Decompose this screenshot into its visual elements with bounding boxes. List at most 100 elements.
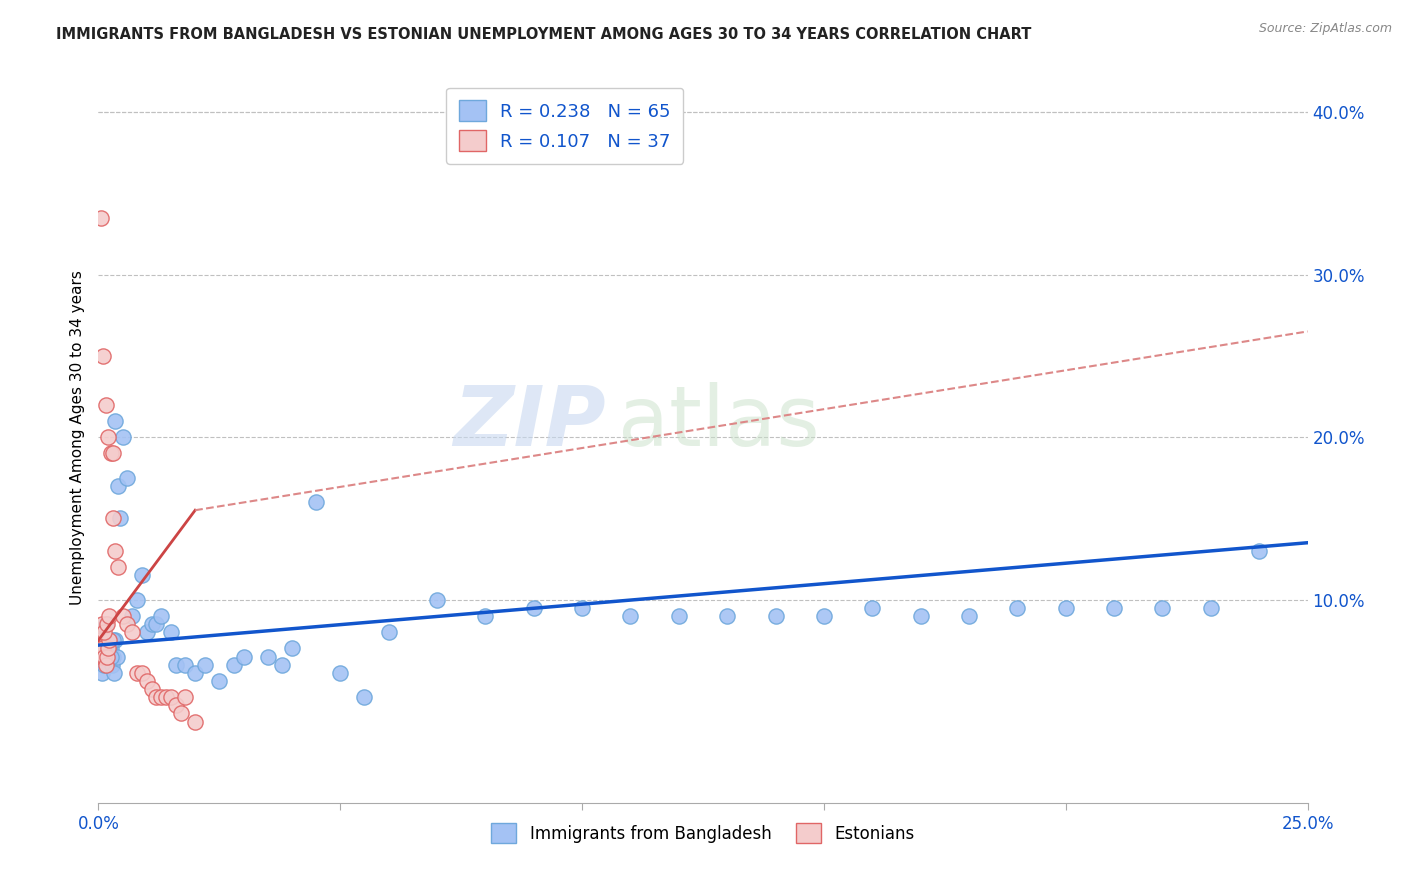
Point bbox=[619, 608, 641, 623]
Point bbox=[90, 641, 112, 656]
Point bbox=[97, 657, 120, 672]
Point bbox=[222, 657, 245, 672]
Point bbox=[100, 641, 122, 656]
Point bbox=[127, 665, 149, 680]
Point bbox=[523, 600, 546, 615]
Point bbox=[910, 608, 932, 623]
Point bbox=[377, 625, 399, 640]
Point bbox=[1054, 600, 1077, 615]
Point bbox=[174, 657, 197, 672]
Point bbox=[97, 430, 120, 444]
Point bbox=[96, 649, 118, 664]
Point bbox=[91, 633, 114, 648]
Point bbox=[271, 657, 294, 672]
Point bbox=[160, 625, 183, 640]
Point bbox=[141, 617, 163, 632]
Point bbox=[1199, 600, 1222, 615]
Point bbox=[90, 625, 112, 640]
Point bbox=[97, 641, 120, 656]
Point bbox=[232, 649, 254, 664]
Point bbox=[97, 641, 120, 656]
Text: atlas: atlas bbox=[619, 382, 820, 463]
Point bbox=[145, 690, 167, 705]
Point bbox=[98, 633, 121, 648]
Point bbox=[107, 479, 129, 493]
Point bbox=[91, 617, 114, 632]
Point bbox=[104, 633, 127, 648]
Text: ZIP: ZIP bbox=[454, 382, 606, 463]
Point bbox=[111, 430, 134, 444]
Point bbox=[184, 714, 207, 729]
Point bbox=[1102, 600, 1125, 615]
Point bbox=[94, 617, 117, 632]
Point bbox=[103, 665, 125, 680]
Legend: Immigrants from Bangladesh, Estonians: Immigrants from Bangladesh, Estonians bbox=[485, 817, 921, 849]
Point bbox=[90, 641, 112, 656]
Point bbox=[668, 608, 690, 623]
Point bbox=[169, 706, 191, 721]
Point bbox=[89, 633, 111, 648]
Point bbox=[145, 617, 167, 632]
Point bbox=[174, 690, 197, 705]
Point bbox=[98, 641, 121, 656]
Point bbox=[100, 649, 122, 664]
Point bbox=[135, 673, 157, 688]
Point bbox=[100, 446, 122, 460]
Point bbox=[165, 657, 187, 672]
Point bbox=[94, 633, 117, 648]
Point bbox=[105, 649, 128, 664]
Point bbox=[716, 608, 738, 623]
Point bbox=[1152, 600, 1174, 615]
Point bbox=[91, 641, 114, 656]
Point bbox=[208, 673, 231, 688]
Point bbox=[353, 690, 375, 705]
Point bbox=[121, 625, 143, 640]
Point bbox=[104, 544, 127, 558]
Point bbox=[256, 649, 278, 664]
Point bbox=[93, 625, 115, 640]
Point bbox=[194, 657, 217, 672]
Point bbox=[571, 600, 593, 615]
Point bbox=[101, 649, 124, 664]
Point bbox=[101, 446, 124, 460]
Point bbox=[91, 649, 114, 664]
Point bbox=[150, 690, 173, 705]
Text: IMMIGRANTS FROM BANGLADESH VS ESTONIAN UNEMPLOYMENT AMONG AGES 30 TO 34 YEARS CO: IMMIGRANTS FROM BANGLADESH VS ESTONIAN U… bbox=[56, 27, 1032, 42]
Point bbox=[329, 665, 352, 680]
Point bbox=[96, 649, 118, 664]
Point bbox=[426, 592, 449, 607]
Point bbox=[131, 568, 153, 582]
Point bbox=[98, 608, 121, 623]
Point bbox=[107, 560, 129, 574]
Point bbox=[860, 600, 883, 615]
Point bbox=[94, 398, 117, 412]
Point bbox=[91, 665, 114, 680]
Point bbox=[160, 690, 183, 705]
Point bbox=[111, 608, 134, 623]
Point bbox=[104, 414, 127, 428]
Point bbox=[94, 657, 117, 672]
Point bbox=[101, 511, 124, 525]
Point bbox=[127, 592, 149, 607]
Point bbox=[93, 649, 115, 664]
Point bbox=[117, 617, 139, 632]
Point bbox=[91, 649, 114, 664]
Text: Source: ZipAtlas.com: Source: ZipAtlas.com bbox=[1258, 22, 1392, 36]
Point bbox=[121, 608, 143, 623]
Point bbox=[91, 349, 114, 363]
Point bbox=[101, 633, 124, 648]
Point bbox=[165, 698, 187, 713]
Y-axis label: Unemployment Among Ages 30 to 34 years: Unemployment Among Ages 30 to 34 years bbox=[69, 269, 84, 605]
Point bbox=[957, 608, 980, 623]
Point bbox=[1007, 600, 1029, 615]
Point bbox=[813, 608, 835, 623]
Point bbox=[281, 641, 304, 656]
Point bbox=[96, 617, 118, 632]
Point bbox=[155, 690, 177, 705]
Point bbox=[93, 657, 115, 672]
Point bbox=[141, 681, 163, 696]
Point bbox=[90, 211, 112, 225]
Point bbox=[135, 625, 157, 640]
Point bbox=[184, 665, 207, 680]
Point bbox=[131, 665, 153, 680]
